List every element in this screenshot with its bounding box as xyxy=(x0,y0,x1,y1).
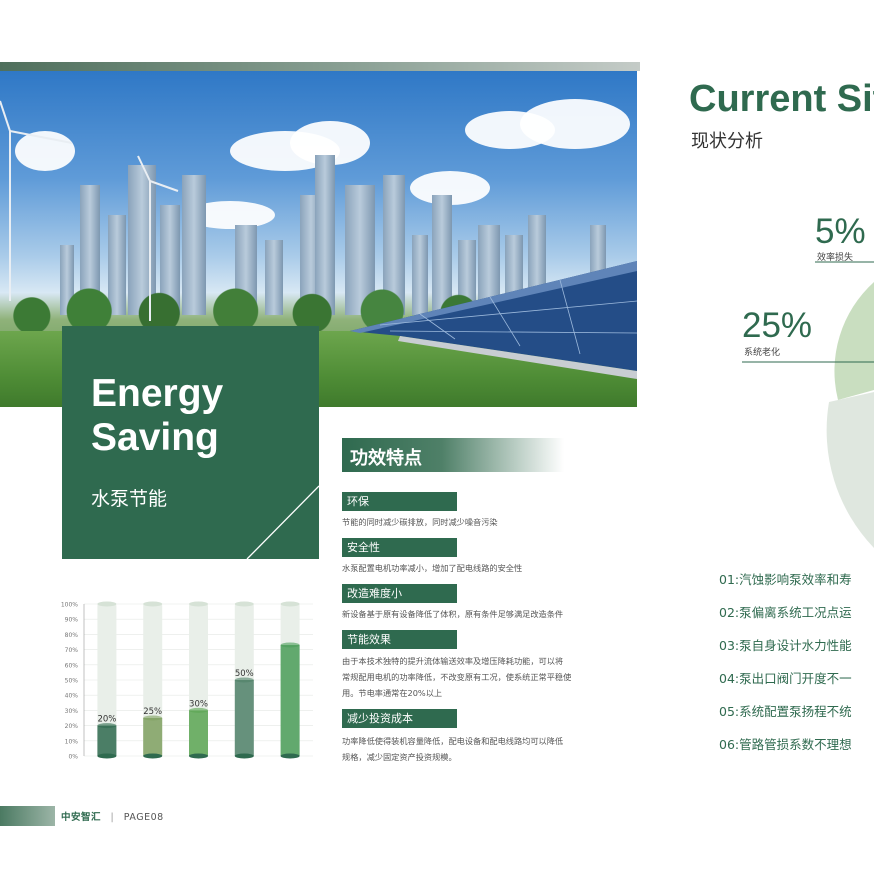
footer-accent-bar xyxy=(0,806,55,826)
chart-bar xyxy=(143,718,163,756)
footer: 中安智汇 | PAGE08 xyxy=(61,809,164,823)
feature-desc-4-line: 常规配用电机的功率降低，不改变原有工况，使系统正常平稳使 xyxy=(342,672,572,682)
hero-title: Energy Saving xyxy=(91,372,223,460)
cause-item-3: 03:泵自身设计水力性能 xyxy=(719,638,852,653)
chart-bar-track-cap xyxy=(234,601,254,607)
chart-data-label: 25% xyxy=(143,707,162,717)
stat-efficiency-loss-value: 5% xyxy=(815,212,866,251)
feature-label-2: 安全性 xyxy=(342,538,457,557)
hero-title-line1: Energy xyxy=(91,372,224,415)
features-heading-bar: 功效特点 xyxy=(342,438,564,472)
feature-desc-3: 新设备基于原有设备降低了体积，原有条件足够满足改造条件 xyxy=(342,606,614,622)
feature-desc-2: 水泵配置电机功率减小，增加了配电线路的安全性 xyxy=(342,560,614,576)
feature-desc-4-line: 用。节电率通常在20%以上 xyxy=(342,688,443,698)
chart-y-tick: 30% xyxy=(65,708,79,715)
feature-desc-1: 节能的同时减少碳排放，同时减少噪音污染 xyxy=(342,514,614,530)
chart-bar-base xyxy=(280,753,300,759)
chart-bar-track-cap xyxy=(189,601,208,607)
current-title: Current Sit xyxy=(689,78,874,120)
chart-y-tick: 60% xyxy=(65,662,79,669)
current-subtitle: 现状分析 xyxy=(691,131,763,152)
hero-subtitle: 水泵节能 xyxy=(91,488,168,510)
cause-item-4: 04:泵出口阀门开度不一 xyxy=(719,671,852,686)
chart-y-tick: 0% xyxy=(68,754,78,761)
chart-bar-cap xyxy=(189,707,208,713)
chart-bar-base xyxy=(189,753,208,759)
chart-bar xyxy=(234,680,254,756)
cause-item-1: 01:汽蚀影响泵效率和寿 xyxy=(719,572,852,587)
chart-y-tick: 90% xyxy=(65,617,79,624)
feature-desc-2-line: 水泵配置电机功率减小，增加了配电线路的安全性 xyxy=(342,563,523,573)
feature-label-1: 环保 xyxy=(342,492,457,511)
chart-bar-cap xyxy=(143,715,163,721)
stat-aging-label: 系统老化 xyxy=(744,348,781,358)
chart-bar xyxy=(97,725,117,756)
feature-desc-5-line: 功率降低使得装机容量降低，配电设备和配电线路均可以降低 xyxy=(342,736,564,746)
chart-bar-cap xyxy=(234,677,254,683)
stat-aging-value: 25% xyxy=(742,306,813,345)
features-heading: 功效特点 xyxy=(350,448,422,469)
chart-data-label: 50% xyxy=(235,669,254,679)
feature-label-5: 减少投资成本 xyxy=(342,709,457,728)
feature-desc-1-line: 节能的同时减少碳排放，同时减少噪音污染 xyxy=(342,517,498,527)
chart-bar-cap xyxy=(280,642,300,648)
chart-bar xyxy=(189,710,208,756)
stat-efficiency-loss-label: 效率损失 xyxy=(817,253,854,263)
chart-data-label: 30% xyxy=(189,699,208,709)
chart-bar-track-cap xyxy=(143,601,163,607)
chart-bar-cap xyxy=(97,723,117,729)
footer-separator: | xyxy=(110,812,115,823)
chart-y-tick: 20% xyxy=(65,723,79,730)
feature-desc-3-line: 新设备基于原有设备降低了体积，原有条件足够满足改造条件 xyxy=(342,609,564,619)
chart-y-tick: 80% xyxy=(65,632,79,639)
cause-item-6: 06:管路管损系数不理想 xyxy=(719,737,852,752)
feature-label-4: 节能效果 xyxy=(342,630,457,649)
chart-y-tick: 70% xyxy=(65,647,79,654)
chart-data-label: 20% xyxy=(97,715,116,725)
cause-item-2: 02:泵偏离系统工况点运 xyxy=(719,605,852,620)
footer-page: PAGE08 xyxy=(123,812,164,823)
diagonal-accent xyxy=(246,485,319,559)
solar-panels xyxy=(0,100,637,379)
chart-y-tick: 40% xyxy=(65,693,79,700)
chart-bar-track xyxy=(97,604,117,756)
chart-y-tick: 10% xyxy=(65,738,79,745)
feature-label-3: 改造难度小 xyxy=(342,584,457,603)
energy-saving-title-box: Energy Saving 水泵节能 xyxy=(62,326,319,559)
feature-desc-4: 由于本技术独特的提升流体输送效率及增压降耗功能，可以将 常规配用电机的功率降低，… xyxy=(342,653,614,701)
feature-desc-5-line: 规格，减少固定资产投资规模。 xyxy=(342,752,457,762)
chart-bar-base xyxy=(143,753,163,759)
footer-brand: 中安智汇 xyxy=(61,812,102,823)
chart-bar-base xyxy=(97,753,117,759)
cause-item-5: 05:系统配置泵扬程不统 xyxy=(719,704,852,719)
chart-bar-base xyxy=(234,753,254,759)
top-accent-bar xyxy=(0,62,640,71)
feature-desc-5: 功率降低使得装机容量降低，配电设备和配电线路均可以降低 规格，减少固定资产投资规… xyxy=(342,733,614,765)
efficiency-bar-chart: 0% 10% 20% 30% 40% 50% 60% 70% 80% 90% 100% 20% 25% 3… xyxy=(61,601,313,761)
hero-title-line2: Saving xyxy=(91,416,219,459)
chart-bar xyxy=(280,645,300,756)
chart-y-tick: 100% xyxy=(61,602,78,609)
chart-bar-track-cap xyxy=(97,601,117,607)
feature-desc-4-line: 由于本技术独特的提升流体输送效率及增压降耗功能，可以将 xyxy=(342,656,564,666)
chart-bar-track-cap xyxy=(280,601,300,607)
chart-y-tick: 50% xyxy=(65,678,79,685)
